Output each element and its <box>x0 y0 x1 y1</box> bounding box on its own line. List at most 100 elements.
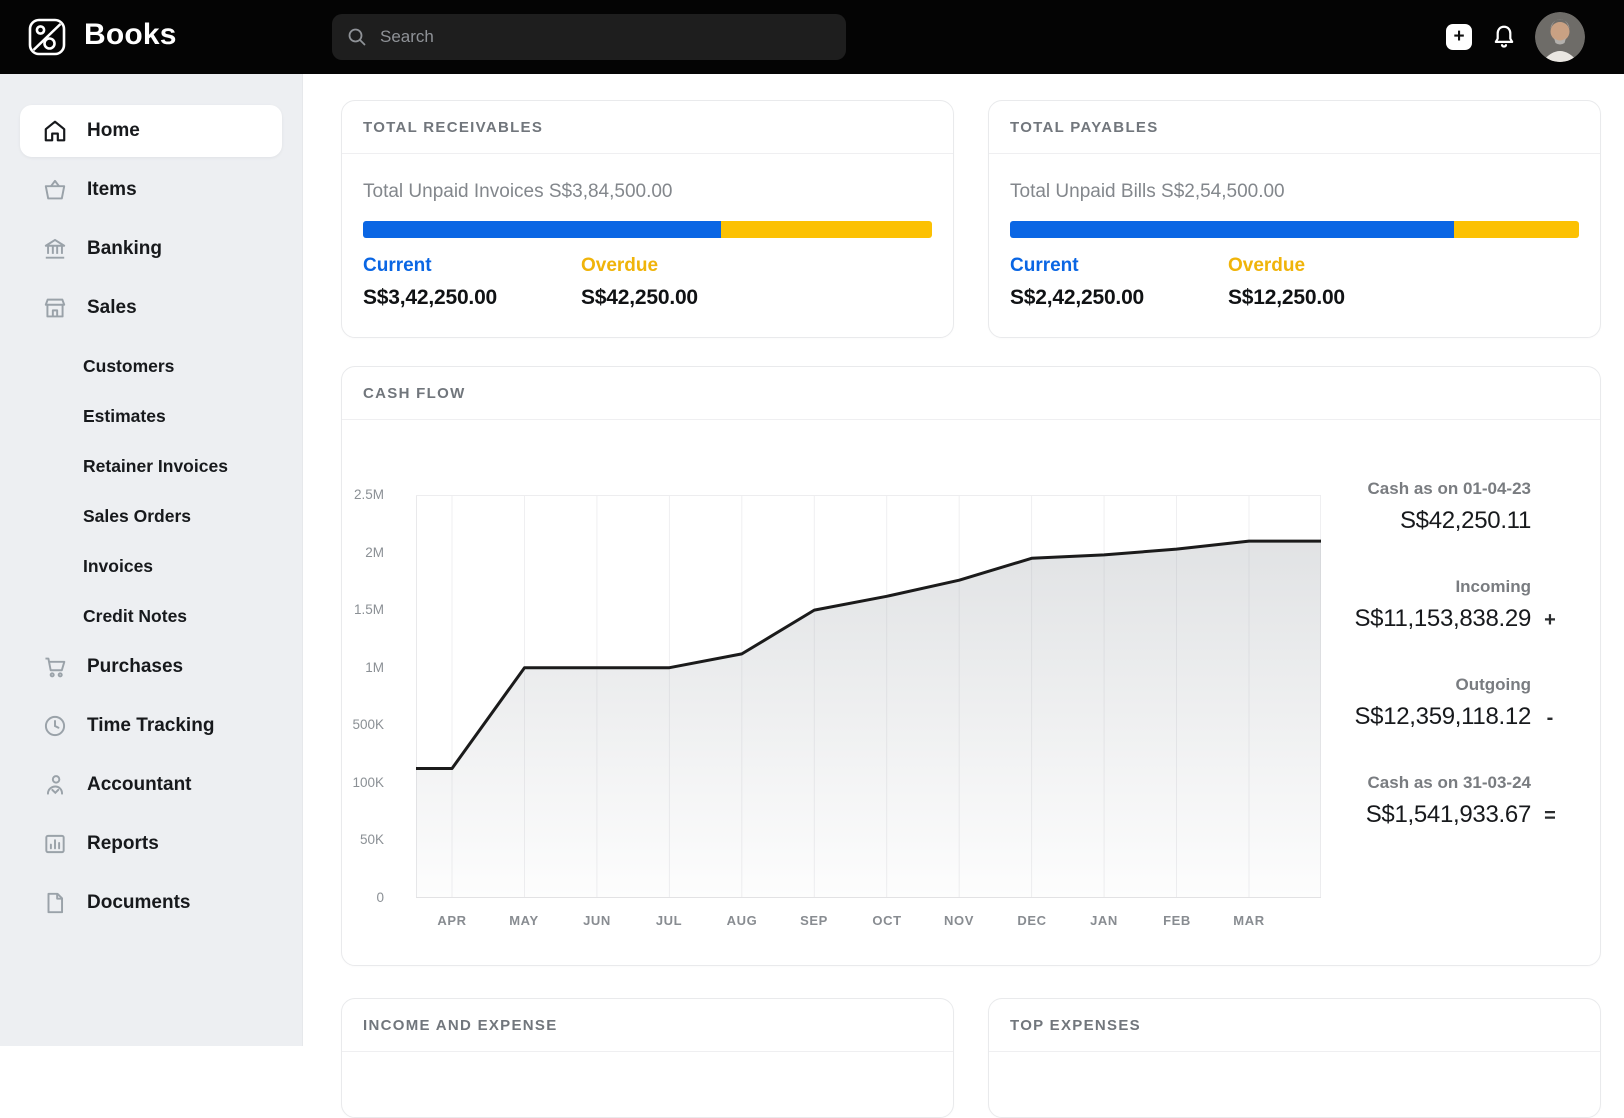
y-tick-label: 1M <box>365 660 384 675</box>
sidebar-item-purchases[interactable]: Purchases <box>20 641 282 693</box>
stat-operator: + <box>1544 609 1556 631</box>
card-title: TOTAL RECEIVABLES <box>342 101 953 154</box>
sidebar-item-label: Documents <box>87 892 191 913</box>
unpaid-invoices-summary: Total Unpaid Invoices S$3,84,500.00 <box>363 181 673 202</box>
cashflow-stat: Cash as on 01-04-23 S$42,250.11 <box>1229 479 1569 535</box>
time-tracking-icon <box>42 713 68 739</box>
items-icon <box>42 177 68 203</box>
stat-label: Cash as on 01-04-23 <box>1367 479 1531 498</box>
search-icon <box>348 28 366 46</box>
total-payables-card: TOTAL PAYABLES Total Unpaid Bills S$2,54… <box>988 100 1601 338</box>
sidebar-item-customers[interactable]: Customers <box>20 341 282 391</box>
card-title: INCOME AND EXPENSE <box>342 999 953 1052</box>
search-input[interactable] <box>378 26 831 48</box>
x-tick-label: DEC <box>1017 913 1047 928</box>
y-tick-label: 2M <box>365 545 384 560</box>
income-and-expense-card: INCOME AND EXPENSE <box>341 998 954 1118</box>
notifications-button[interactable] <box>1490 23 1518 51</box>
card-title: TOP EXPENSES <box>989 999 1600 1052</box>
x-tick-label: OCT <box>872 913 902 928</box>
overdue-amount: S$12,250.00 <box>1228 286 1345 309</box>
user-avatar[interactable] <box>1535 12 1585 62</box>
sidebar-item-credit-notes[interactable]: Credit Notes <box>20 591 282 641</box>
stat-operator: - <box>1546 707 1554 729</box>
x-tick-label: APR <box>437 913 467 928</box>
sidebar-item-sales[interactable]: Sales <box>20 282 282 334</box>
sidebar-item-documents[interactable]: Documents <box>20 877 282 929</box>
x-axis-labels: APR MAY JUN JUL AUG SEP OCT NOV DEC JAN FEB MAR <box>416 913 1321 933</box>
sidebar-item-accountant[interactable]: Accountant <box>20 759 282 811</box>
sidebar-item-label: Items <box>87 179 137 200</box>
stat-value: S$11,153,838.29 <box>1354 605 1531 632</box>
receivables-bar-current <box>363 221 722 238</box>
sidebar-item-label: Customers <box>83 355 175 376</box>
payables-bar-current <box>1010 221 1454 238</box>
overdue-label: Overdue <box>1228 255 1306 276</box>
card-title: CASH FLOW <box>342 367 1600 420</box>
search-bar[interactable] <box>332 14 846 60</box>
unpaid-bills-summary: Total Unpaid Bills S$2,54,500.00 <box>1010 181 1285 202</box>
stat-value: S$12,359,118.12 <box>1354 703 1531 730</box>
sidebar-item-retainer-invoices[interactable]: Retainer Invoices <box>20 441 282 491</box>
sidebar-item-banking[interactable]: Banking <box>20 223 282 275</box>
x-tick-label: JUN <box>583 913 611 928</box>
bell-icon <box>1494 25 1514 48</box>
plus-icon: + <box>1453 26 1465 47</box>
stat-operator: = <box>1544 805 1556 827</box>
y-tick-label: 0 <box>376 890 384 905</box>
sidebar-item-label: Estimates <box>83 405 166 426</box>
sidebar-item-label: Time Tracking <box>87 715 215 736</box>
home-icon <box>42 118 68 144</box>
x-tick-label: JAN <box>1090 913 1118 928</box>
total-receivables-card: TOTAL RECEIVABLES Total Unpaid Invoices … <box>341 100 954 338</box>
stat-label: Incoming <box>1455 577 1531 596</box>
stat-label: Cash as on 31-03-24 <box>1367 773 1531 792</box>
y-tick-label: 50K <box>359 832 384 847</box>
sidebar-item-label: Credit Notes <box>83 605 188 626</box>
y-tick-label: 1.5M <box>353 602 384 617</box>
documents-icon <box>42 890 68 916</box>
sidebar-item-label: Retainer Invoices <box>83 455 228 476</box>
y-tick-label: 2.5M <box>353 487 384 502</box>
receivables-progress-bar <box>363 221 932 238</box>
sidebar-item-label: Purchases <box>87 656 184 677</box>
current-label: Current <box>1010 255 1079 276</box>
reports-icon <box>42 831 68 857</box>
cash-flow-card: CASH FLOW 0 50K 100K 500K 1M 1.5M 2M 2.5M APR MA… <box>341 366 1601 966</box>
stat-value: S$42,250.11 <box>1399 507 1531 534</box>
sidebar-item-label: Invoices <box>83 555 154 576</box>
payables-progress-bar <box>1010 221 1579 238</box>
y-axis-labels: 0 50K 100K 500K 1M 1.5M 2M 2.5M <box>342 487 394 905</box>
top-expenses-card: TOP EXPENSES <box>988 998 1601 1118</box>
sidebar-item-sales-orders[interactable]: Sales Orders <box>20 491 282 541</box>
cash-flow-stats: Cash as on 01-04-23 S$42,250.11 Incoming S$… <box>1229 479 1569 871</box>
sidebar-item-items[interactable]: Items <box>20 164 282 216</box>
card-title: TOTAL PAYABLES <box>989 101 1600 154</box>
current-amount: S$2,42,250.00 <box>1010 286 1145 309</box>
app-title: Books <box>84 18 177 51</box>
payables-bar-overdue <box>1453 221 1579 238</box>
purchases-icon <box>42 654 68 680</box>
stat-label: Outgoing <box>1455 675 1531 694</box>
books-logo-icon <box>28 18 66 56</box>
y-tick-label: 500K <box>352 717 384 732</box>
quick-create-button[interactable]: + <box>1446 24 1472 50</box>
x-tick-label: FEB <box>1163 913 1191 928</box>
sidebar-item-label: Sales <box>87 297 137 318</box>
sidebar-item-time-tracking[interactable]: Time Tracking <box>20 700 282 752</box>
x-tick-label: NOV <box>944 913 974 928</box>
receivables-bar-overdue <box>721 221 932 238</box>
y-tick-label: 100K <box>352 775 384 790</box>
sidebar-item-home[interactable]: Home <box>20 105 282 157</box>
sidebar-item-reports[interactable]: Reports <box>20 818 282 870</box>
sidebar-item-label: Accountant <box>87 774 192 795</box>
sales-icon <box>42 295 68 321</box>
cashflow-stat: Cash as on 31-03-24 S$1,541,933.67 = <box>1229 773 1569 829</box>
sidebar-item-estimates[interactable]: Estimates <box>20 391 282 441</box>
sidebar-item-invoices[interactable]: Invoices <box>20 541 282 591</box>
accountant-icon <box>42 772 68 798</box>
x-tick-label: AUG <box>726 913 758 928</box>
sidebar-item-label: Banking <box>87 238 162 259</box>
banking-icon <box>42 236 68 262</box>
topbar: Books + <box>0 0 1624 74</box>
